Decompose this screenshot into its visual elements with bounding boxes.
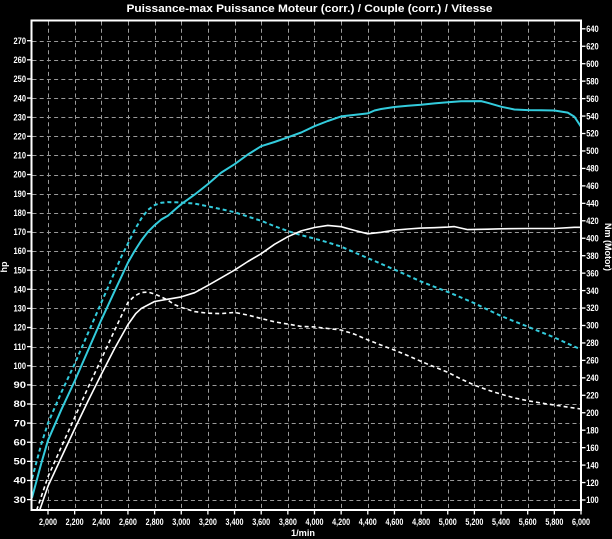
svg-text:2,800: 2,800 bbox=[146, 517, 164, 527]
svg-text:360: 360 bbox=[586, 268, 599, 278]
svg-text:150: 150 bbox=[14, 265, 27, 275]
svg-text:320: 320 bbox=[586, 303, 599, 313]
svg-text:420: 420 bbox=[586, 216, 599, 226]
svg-text:260: 260 bbox=[14, 55, 27, 65]
svg-text:4,600: 4,600 bbox=[385, 517, 403, 527]
svg-text:Nm (Motor): Nm (Motor) bbox=[603, 223, 612, 271]
svg-text:600: 600 bbox=[586, 59, 599, 69]
svg-text:5,000: 5,000 bbox=[439, 517, 457, 527]
svg-text:400: 400 bbox=[586, 233, 599, 243]
svg-text:2,400: 2,400 bbox=[92, 517, 110, 527]
svg-text:200: 200 bbox=[586, 408, 599, 418]
svg-text:140: 140 bbox=[586, 460, 599, 470]
svg-text:3,200: 3,200 bbox=[199, 517, 217, 527]
svg-text:250: 250 bbox=[14, 74, 27, 84]
svg-text:Puissance-max Puissance Moteur: Puissance-max Puissance Moteur (corr.) /… bbox=[127, 3, 493, 15]
svg-text:560: 560 bbox=[586, 94, 599, 104]
svg-text:180: 180 bbox=[14, 208, 27, 218]
svg-text:210: 210 bbox=[14, 151, 27, 161]
svg-text:5,200: 5,200 bbox=[465, 517, 483, 527]
svg-text:120: 120 bbox=[14, 323, 27, 333]
svg-text:220: 220 bbox=[586, 390, 599, 400]
svg-text:440: 440 bbox=[586, 199, 599, 209]
svg-text:280: 280 bbox=[586, 338, 599, 348]
svg-text:4,800: 4,800 bbox=[412, 517, 430, 527]
svg-text:110: 110 bbox=[14, 342, 27, 352]
svg-text:60: 60 bbox=[14, 437, 27, 447]
svg-text:3,800: 3,800 bbox=[279, 517, 297, 527]
svg-text:580: 580 bbox=[586, 76, 599, 86]
svg-text:240: 240 bbox=[586, 373, 599, 383]
svg-text:2,200: 2,200 bbox=[66, 517, 84, 527]
svg-text:5,800: 5,800 bbox=[545, 517, 563, 527]
svg-text:620: 620 bbox=[586, 41, 599, 51]
svg-text:5,400: 5,400 bbox=[492, 517, 510, 527]
svg-text:300: 300 bbox=[586, 321, 599, 331]
svg-text:2,000: 2,000 bbox=[39, 517, 57, 527]
svg-text:3,600: 3,600 bbox=[252, 517, 270, 527]
svg-text:4,000: 4,000 bbox=[306, 517, 324, 527]
svg-text:100: 100 bbox=[586, 495, 599, 505]
svg-text:50: 50 bbox=[14, 457, 27, 467]
svg-text:260: 260 bbox=[586, 356, 599, 366]
svg-text:40: 40 bbox=[14, 476, 27, 486]
svg-text:380: 380 bbox=[586, 251, 599, 261]
svg-text:340: 340 bbox=[586, 286, 599, 296]
svg-text:270: 270 bbox=[14, 36, 27, 46]
svg-text:70: 70 bbox=[14, 418, 27, 428]
svg-text:180: 180 bbox=[586, 425, 599, 435]
svg-text:540: 540 bbox=[586, 111, 599, 121]
svg-text:120: 120 bbox=[586, 478, 599, 488]
svg-text:480: 480 bbox=[586, 164, 599, 174]
svg-text:170: 170 bbox=[14, 227, 27, 237]
svg-text:520: 520 bbox=[586, 129, 599, 139]
svg-text:160: 160 bbox=[586, 443, 599, 453]
svg-text:30: 30 bbox=[14, 495, 27, 505]
svg-text:1/min: 1/min bbox=[291, 528, 315, 538]
svg-text:640: 640 bbox=[586, 24, 599, 34]
svg-text:200: 200 bbox=[14, 170, 27, 180]
svg-text:130: 130 bbox=[14, 304, 27, 314]
svg-text:3,400: 3,400 bbox=[226, 517, 244, 527]
svg-text:160: 160 bbox=[14, 246, 27, 256]
svg-text:80: 80 bbox=[14, 399, 27, 409]
svg-text:500: 500 bbox=[586, 146, 599, 156]
svg-text:140: 140 bbox=[14, 284, 27, 294]
svg-text:6,000: 6,000 bbox=[572, 517, 590, 527]
svg-text:2,600: 2,600 bbox=[119, 517, 137, 527]
svg-text:4,400: 4,400 bbox=[359, 517, 377, 527]
svg-text:190: 190 bbox=[14, 189, 27, 199]
svg-text:3,000: 3,000 bbox=[172, 517, 190, 527]
svg-text:hp: hp bbox=[0, 261, 9, 272]
svg-text:100: 100 bbox=[14, 361, 27, 371]
svg-text:220: 220 bbox=[14, 132, 27, 142]
svg-text:230: 230 bbox=[14, 112, 27, 122]
svg-text:5,600: 5,600 bbox=[519, 517, 537, 527]
svg-text:90: 90 bbox=[14, 380, 27, 390]
svg-text:460: 460 bbox=[586, 181, 599, 191]
svg-text:4,200: 4,200 bbox=[332, 517, 350, 527]
svg-text:240: 240 bbox=[14, 93, 27, 103]
